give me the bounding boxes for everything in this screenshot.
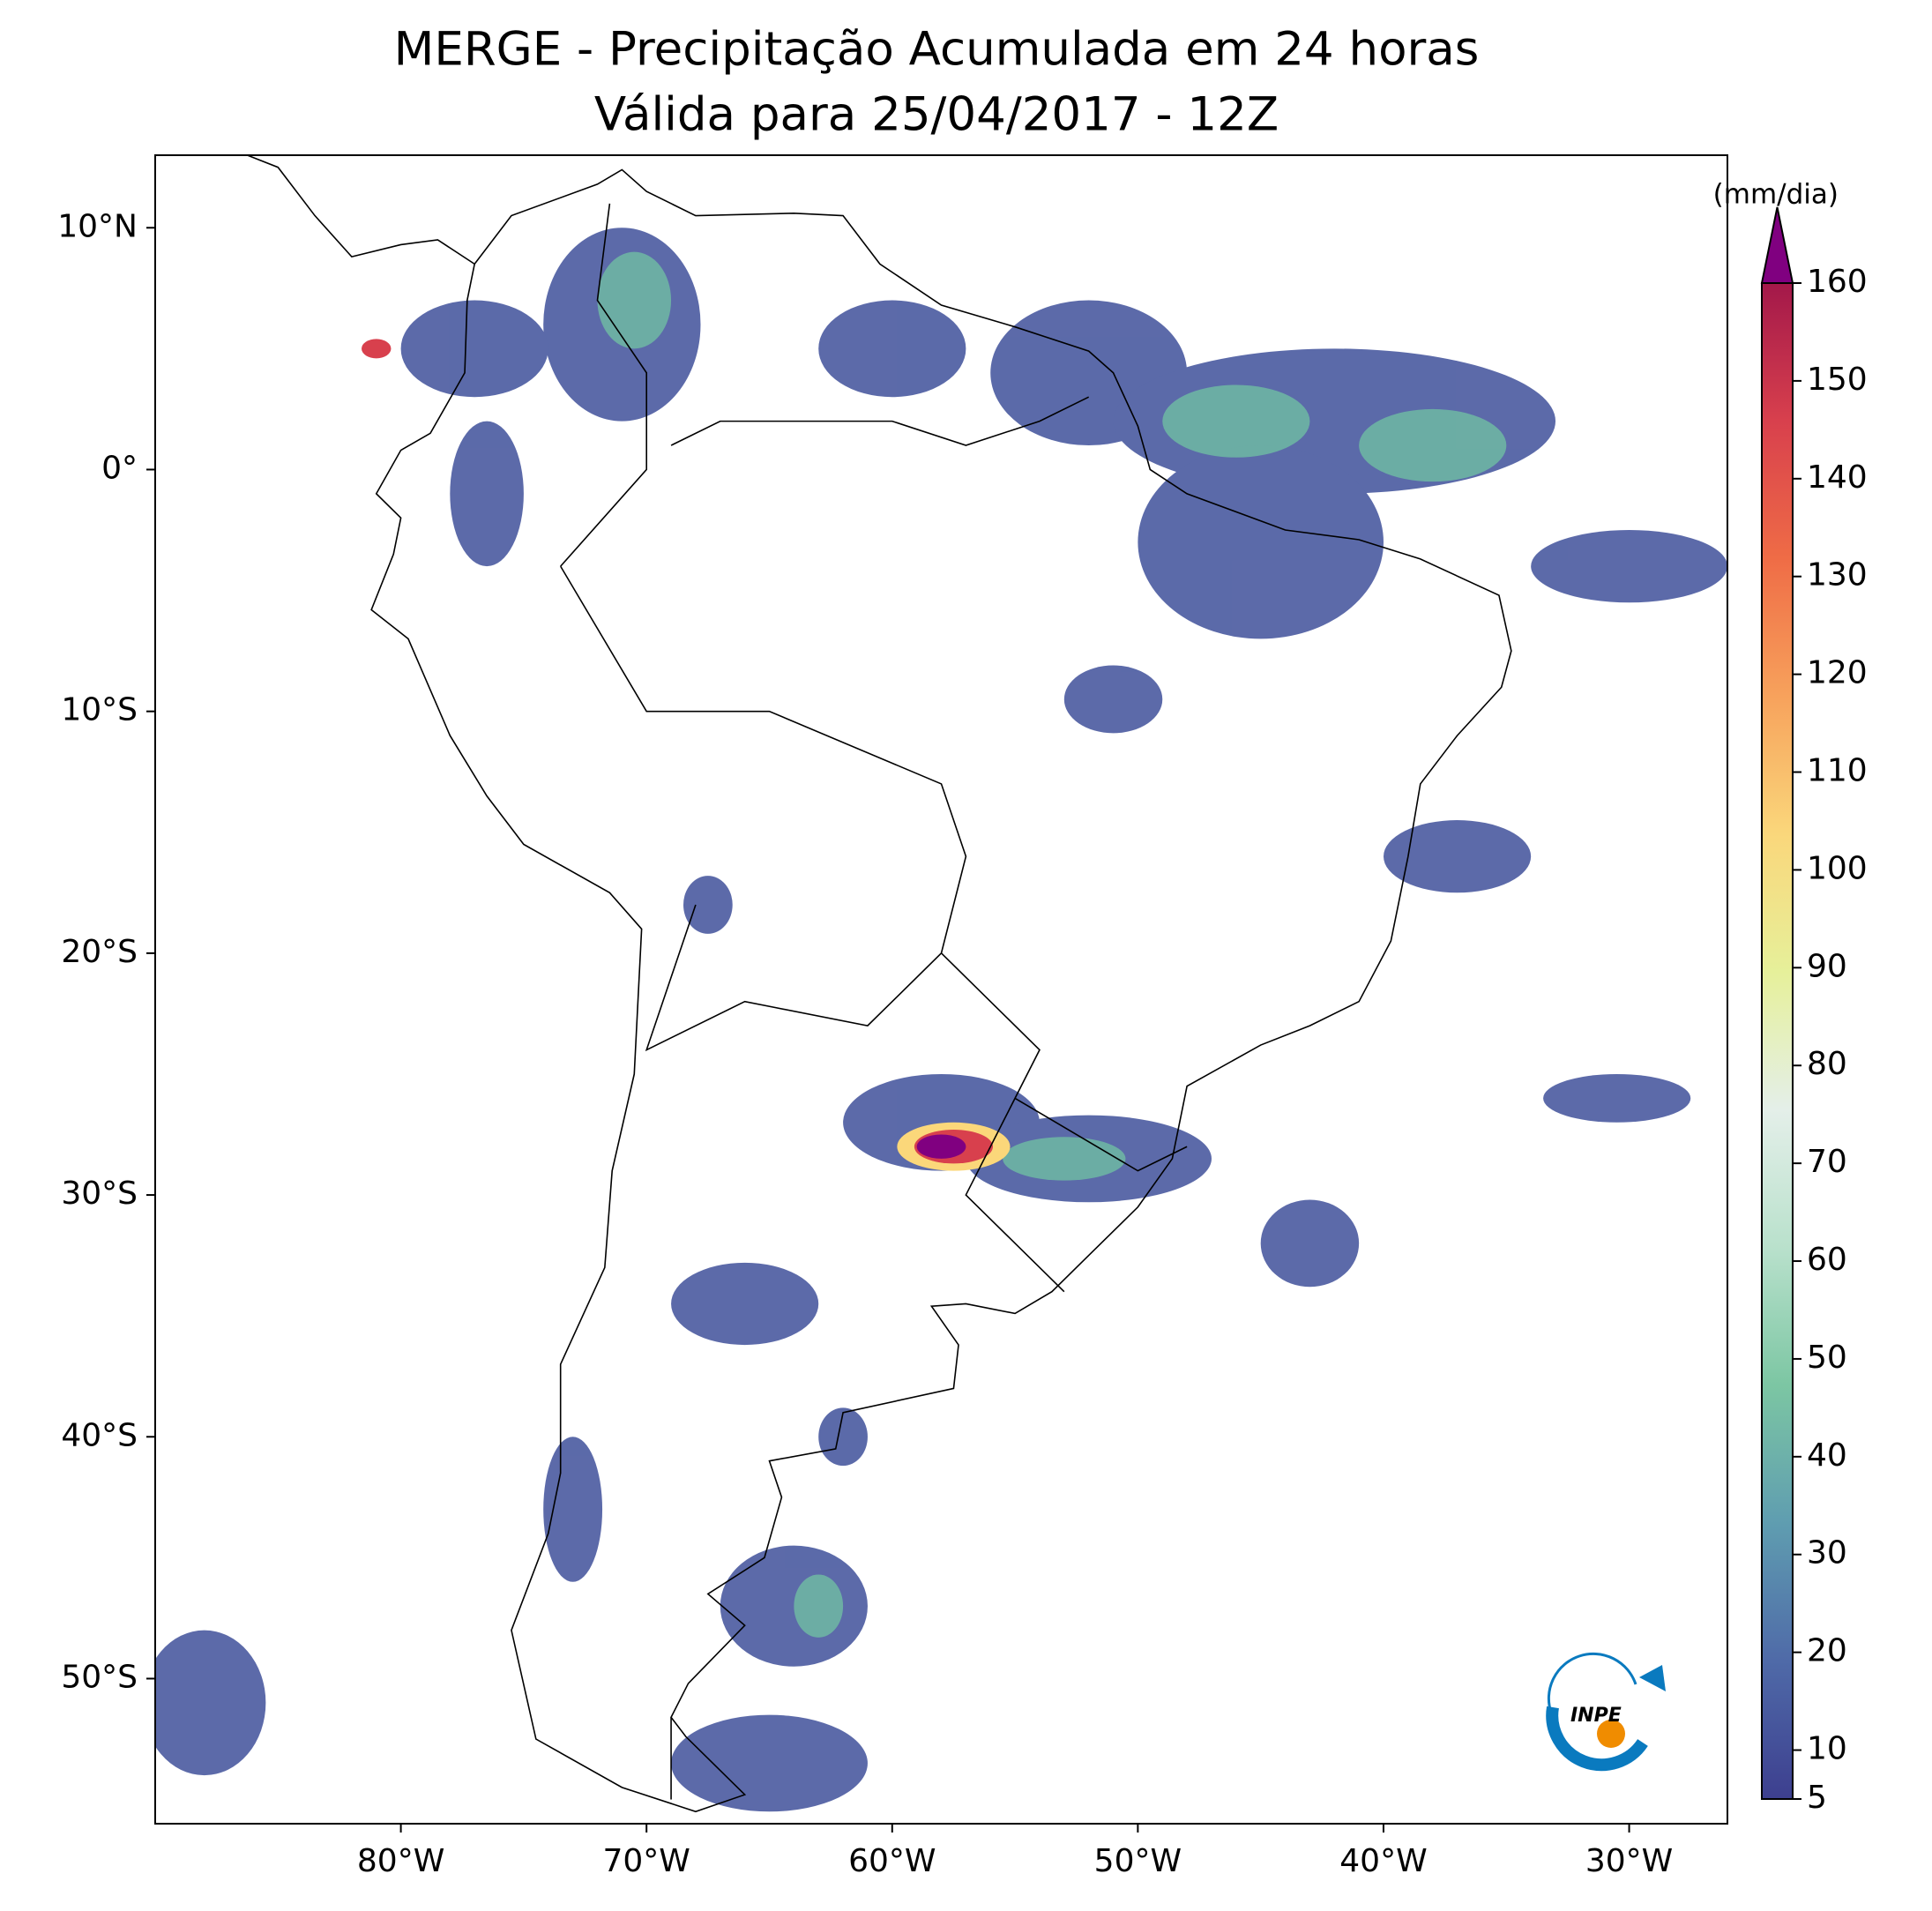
logo-orbit xyxy=(1547,1652,1637,1713)
x-tick-label: 70°W xyxy=(602,1843,690,1879)
south-america-coastline xyxy=(371,169,1511,1811)
rain-intense xyxy=(362,339,392,359)
colorbar-tick-label: 5 xyxy=(1807,1780,1827,1816)
x-tick-label: 50°W xyxy=(1094,1843,1182,1879)
colorbar-tick-label: 40 xyxy=(1807,1437,1847,1474)
rain-core xyxy=(1003,1137,1126,1181)
rain-extreme xyxy=(916,1134,966,1159)
rain-area xyxy=(400,300,548,398)
colorbar-tick-label: 20 xyxy=(1807,1633,1847,1669)
y-tick-label: 10°N xyxy=(57,208,138,244)
rain-area xyxy=(818,1407,868,1467)
colorbar-tick-label: 70 xyxy=(1807,1144,1847,1180)
precipitation-fields xyxy=(155,131,1727,1812)
colorbar-tick-label: 30 xyxy=(1807,1535,1847,1571)
logo-swoosh xyxy=(1546,1706,1648,1772)
rain-core xyxy=(1359,408,1507,482)
colorbar-tick-label: 130 xyxy=(1807,557,1868,593)
border xyxy=(561,566,966,1049)
colorbar-tick-label: 150 xyxy=(1807,362,1868,398)
rain-area xyxy=(818,300,966,398)
map-frame xyxy=(154,154,1728,1825)
logo-dot xyxy=(1597,1720,1625,1748)
rain-area xyxy=(1260,1199,1360,1288)
colorbar-tick-label: 60 xyxy=(1807,1242,1847,1278)
x-tick-label: 40°W xyxy=(1339,1843,1427,1879)
logo-text: INPE xyxy=(1570,1705,1622,1727)
border xyxy=(1015,1098,1187,1170)
logo-arrow xyxy=(1639,1665,1666,1691)
colorbar-tick-label: 50 xyxy=(1807,1340,1847,1376)
rain-area xyxy=(1543,1073,1691,1123)
inpe-logo: INPE xyxy=(1546,1652,1666,1772)
colorbar-tick-label: 110 xyxy=(1807,753,1868,789)
y-tick-label: 0° xyxy=(101,450,138,486)
rain-core xyxy=(597,251,672,349)
rain-area xyxy=(450,421,524,567)
subtitle-line: Válida para 25/04/2017 - 12Z xyxy=(594,88,1279,142)
y-tick-label: 40°S xyxy=(61,1417,138,1453)
title-line: MERGE - Precipitação Acumulada em 24 hor… xyxy=(394,23,1480,77)
colorbar-extension xyxy=(1760,206,1794,284)
y-tick-label: 30°S xyxy=(61,1176,138,1212)
rain-area xyxy=(543,1437,603,1582)
rain-area xyxy=(1138,445,1384,639)
border xyxy=(561,204,647,566)
colorbar xyxy=(1761,282,1794,1800)
rain-area xyxy=(671,1714,868,1812)
colorbar-tick-label: 10 xyxy=(1807,1731,1847,1767)
central-america-coastline xyxy=(180,131,474,265)
colorbar-tick-label: 140 xyxy=(1807,459,1868,496)
y-tick-label: 20°S xyxy=(61,934,138,970)
border xyxy=(942,953,1064,1292)
rain-area xyxy=(683,876,733,934)
y-tick-label: 10°S xyxy=(61,692,138,728)
x-tick-label: 30°W xyxy=(1585,1843,1673,1879)
colorbar-label: (mm/dia) xyxy=(1713,179,1839,211)
border xyxy=(671,397,1089,445)
colorbar-tick-label: 100 xyxy=(1807,850,1868,886)
rain-area xyxy=(1384,820,1532,893)
x-tick-label: 80°W xyxy=(357,1843,444,1879)
colorbar-tick-label: 80 xyxy=(1807,1046,1847,1082)
colorbar-tick-label: 120 xyxy=(1807,655,1868,691)
colorbar-tick-label: 160 xyxy=(1807,264,1868,300)
y-tick-label: 50°S xyxy=(61,1659,138,1695)
rain-area xyxy=(155,1630,266,1776)
rain-core xyxy=(794,1574,844,1638)
rain-area xyxy=(671,1262,819,1346)
rain-area xyxy=(1531,530,1727,603)
x-tick-label: 60°W xyxy=(848,1843,936,1879)
rain-core xyxy=(1162,384,1310,458)
colorbar-tick-label: 90 xyxy=(1807,948,1847,984)
rain-area xyxy=(1063,665,1163,734)
map-content xyxy=(155,131,1727,1812)
